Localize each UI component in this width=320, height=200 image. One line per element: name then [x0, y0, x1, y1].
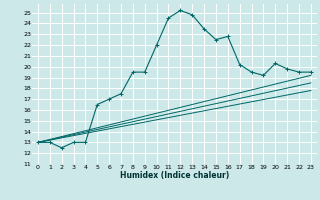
- X-axis label: Humidex (Indice chaleur): Humidex (Indice chaleur): [120, 171, 229, 180]
